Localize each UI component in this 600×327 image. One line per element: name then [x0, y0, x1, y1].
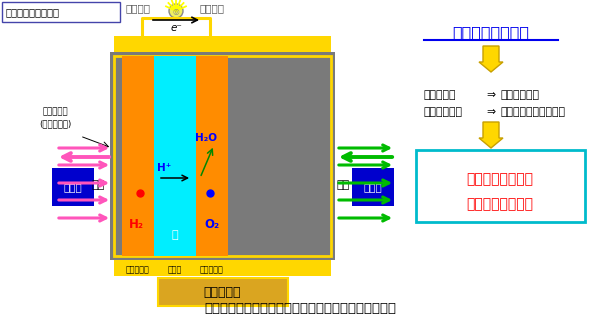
Text: スタックの小型化: スタックの小型化 — [467, 172, 533, 186]
Text: H⁺: H⁺ — [157, 163, 171, 173]
Text: 膜: 膜 — [172, 230, 178, 240]
FancyArrow shape — [479, 122, 503, 148]
Circle shape — [169, 4, 183, 18]
Text: 水移動度向上: 水移動度向上 — [423, 107, 462, 117]
Text: H₂O: H₂O — [195, 133, 217, 143]
Text: H₂: H₂ — [128, 218, 143, 232]
Bar — [110, 52, 335, 260]
Text: ⇒: ⇒ — [486, 90, 495, 100]
Text: 電解質膜の薄膜化: 電解質膜の薄膜化 — [452, 26, 530, 41]
FancyBboxPatch shape — [416, 150, 585, 222]
Text: 加湿器: 加湿器 — [364, 182, 382, 192]
Text: 水素: 水素 — [91, 180, 104, 190]
Text: ガス流路板
(セパレータ): ガス流路板 (セパレータ) — [39, 108, 71, 129]
Bar — [114, 36, 331, 52]
Bar — [2, 2, 120, 22]
Text: 膜抵抗低減: 膜抵抗低減 — [423, 90, 455, 100]
Text: 加湿器: 加湿器 — [64, 182, 82, 192]
Bar — [352, 168, 394, 206]
Text: 空気: 空気 — [337, 180, 350, 190]
Text: ガス拡散層: ガス拡散層 — [126, 266, 150, 274]
Text: アノード: アノード — [125, 3, 151, 13]
Bar — [154, 56, 196, 256]
Text: 燃料電池の基本構造: 燃料電池の基本構造 — [6, 7, 60, 17]
Text: セル内湿潤環境均一化: セル内湿潤環境均一化 — [500, 107, 565, 117]
Text: e⁻: e⁻ — [170, 23, 182, 33]
Text: ガス拡散層: ガス拡散層 — [200, 266, 224, 274]
Text: システムの簡素化: システムの簡素化 — [467, 197, 533, 211]
FancyArrow shape — [479, 46, 503, 72]
Bar — [52, 168, 94, 206]
Bar — [114, 260, 331, 276]
Text: 本格普及に向けた、低コスト燃料電池システムを実現: 本格普及に向けた、低コスト燃料電池システムを実現 — [204, 301, 396, 315]
Text: セル出力向上: セル出力向上 — [500, 90, 539, 100]
Text: O₂: O₂ — [205, 218, 220, 232]
Text: 触媒層: 触媒層 — [168, 266, 182, 274]
Bar — [122, 56, 154, 256]
Text: ⇒: ⇒ — [486, 107, 495, 117]
Bar — [114, 56, 331, 256]
Bar — [196, 56, 228, 256]
Bar — [157, 278, 287, 306]
Text: ◎: ◎ — [173, 7, 179, 16]
Text: ラジエータ: ラジエータ — [204, 285, 241, 299]
Text: カソード: カソード — [199, 3, 224, 13]
